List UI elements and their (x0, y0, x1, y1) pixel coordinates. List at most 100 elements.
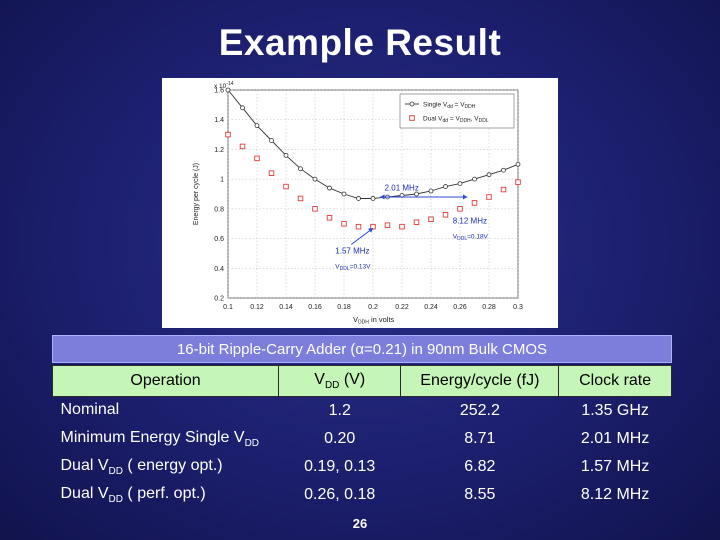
series-single-point (356, 196, 361, 201)
results-table: Operation VDD (V) Energy/cycle (fJ) Cloc… (51, 365, 672, 509)
series-dual-point (442, 212, 449, 218)
chart-annotation: VDDL=0.13V (335, 263, 371, 272)
axis-exponent-label: x 10-14 (214, 81, 234, 90)
series-dual-point (399, 223, 405, 230)
series-dual-point (471, 200, 478, 206)
series-dual-point (341, 220, 347, 227)
chart-svg: 0.1 0.12 0.14 0.16 0.18 0.2 0.22 0.24 0.26 0.28 0.… (193, 81, 523, 326)
series-single-point (240, 105, 245, 111)
legend-single-marker (409, 101, 415, 107)
series-dual-point (239, 143, 246, 150)
y-tick-label: 0.8 (214, 206, 224, 213)
y-tick-label: 0.4 (214, 266, 224, 273)
series-dual-point (413, 219, 420, 225)
cell-vdd: 0.20 (324, 430, 356, 447)
header-vdd: VDD (V) (278, 365, 402, 397)
header-vdd-sub: DD (324, 380, 340, 392)
series-dual-point (428, 216, 434, 223)
op-sub: DD (108, 466, 123, 478)
series-single-point (370, 196, 376, 201)
header-vdd-unit: (V) (339, 370, 366, 388)
series-dual-point (457, 206, 463, 212)
series-single-point (501, 167, 506, 173)
series-single-point (457, 181, 463, 186)
header-energy: Energy/cycle (fJ) (400, 365, 560, 397)
op-rest: ( energy opt.) (122, 456, 223, 474)
series-single-point (472, 176, 477, 182)
x-tick-label: 0.28 (482, 304, 496, 311)
op-sub: DD (108, 494, 123, 506)
x-tick-label: 0.24 (424, 304, 438, 311)
x-axis-label: VDDH in volts (353, 315, 395, 326)
annotation-arrow-energy-head (368, 228, 373, 233)
series-dual-point (312, 206, 318, 212)
legend-dual-marker (409, 115, 415, 121)
x-tick-label: 0.2 (368, 304, 378, 311)
series-dual-point (370, 223, 376, 230)
y-tick-label: 1.2 (214, 147, 224, 154)
cell-vdd: 0.19, 0.13 (304, 458, 376, 475)
chart-legend (399, 93, 515, 129)
legend-dual-label: Dual Vdd = VDDH, VDDL (423, 116, 489, 125)
series-single-point (312, 176, 318, 182)
results-table-wrap: 16-bit Ripple-Carry Adder (α=0.21) in 90… (51, 335, 672, 509)
cell-energy: 8.71 (464, 430, 496, 447)
series-dual-point (500, 186, 507, 193)
y-tick-label: 1 (220, 177, 224, 184)
cell-vdd: 1.2 (328, 402, 351, 419)
series-dual-point (268, 170, 275, 176)
series-single-point (327, 185, 332, 191)
table-row: Dual VDD ( perf. opt.) 0.26, 0.18 8.55 8… (53, 481, 672, 509)
series-single-point (341, 191, 347, 197)
y-tick-label: 0.2 (214, 296, 224, 303)
x-tick-label: 0.3 (513, 304, 523, 311)
x-tick-label: 0.22 (395, 304, 409, 311)
table-row: Dual VDD ( energy opt.) 0.19, 0.13 6.82 … (53, 453, 672, 481)
op-text: Dual V (60, 484, 109, 502)
series-single-point (254, 123, 260, 129)
series-dual-point (486, 194, 492, 200)
op-text: Dual V (60, 456, 109, 474)
header-vdd-main: V (314, 370, 325, 388)
op-text: Nominal (60, 400, 120, 418)
annotation-arrow-perf-back-head (380, 194, 385, 200)
x-tick-label: 0.26 (453, 304, 467, 311)
annotation-arrow-energy (350, 227, 374, 245)
slide-title: Example Result (218, 22, 502, 63)
chart-annotation: 1.57 MHz (335, 246, 369, 255)
x-tick-label: 0.18 (337, 304, 351, 311)
series-dual-point (283, 183, 289, 190)
series-single-point (269, 138, 274, 143)
series-dual-point (254, 155, 260, 162)
series-single-point (225, 87, 231, 93)
series-single-point (486, 172, 492, 178)
header-operation: Operation (51, 365, 280, 397)
page-number: 26 (352, 516, 368, 531)
chart-annotation: 2.01 MHz (385, 183, 419, 192)
header-clock: Clock rate (558, 365, 672, 397)
cell-operation: Minimum Energy Single VDD (53, 425, 279, 453)
legend-single-label: Single Vdd = VDDH (423, 102, 476, 111)
cell-clock: 1.57 MHz (580, 458, 650, 475)
cell-operation: Dual VDD ( perf. opt.) (53, 481, 279, 509)
chart-annotation: 8.12 MHz (453, 217, 487, 226)
cell-operation: Nominal (53, 397, 279, 426)
series-dual-point (297, 195, 304, 202)
cell-energy: 252.2 (459, 402, 500, 419)
series-single-point (428, 188, 434, 194)
energy-chart: 0.1 0.12 0.14 0.16 0.18 0.2 0.22 0.24 0.26 0.28 0.… (162, 78, 558, 328)
cell-vdd: 0.26, 0.18 (304, 486, 376, 503)
chart-annotation: VDDL=0.18V (453, 234, 489, 243)
y-tick-label: 1.4 (214, 117, 224, 124)
cell-energy: 8.55 (464, 486, 496, 503)
series-dual-point (326, 215, 333, 221)
series-single-point (443, 184, 448, 189)
series-dual-point (225, 131, 231, 138)
series-dual-point (515, 179, 521, 185)
y-axis-label: Energy per cycle (J) (193, 163, 200, 225)
op-rest: ( perf. opt.) (122, 484, 206, 502)
cell-energy: 6.82 (464, 458, 496, 475)
x-tick-label: 0.12 (250, 304, 264, 311)
y-tick-label: 0.6 (214, 236, 224, 243)
series-dual-point (355, 223, 362, 230)
